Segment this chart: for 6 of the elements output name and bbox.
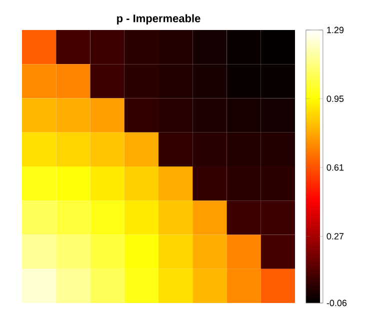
color-bar-label: 0.61 xyxy=(326,164,344,171)
color-bar-label: -0.06 xyxy=(326,300,347,306)
color-bar-label: 0.95 xyxy=(326,96,344,102)
color-bar-label: 0.27 xyxy=(326,233,344,240)
chart-title: p - Impermeable xyxy=(117,14,200,24)
color-bar-label: 1.29 xyxy=(327,26,344,34)
